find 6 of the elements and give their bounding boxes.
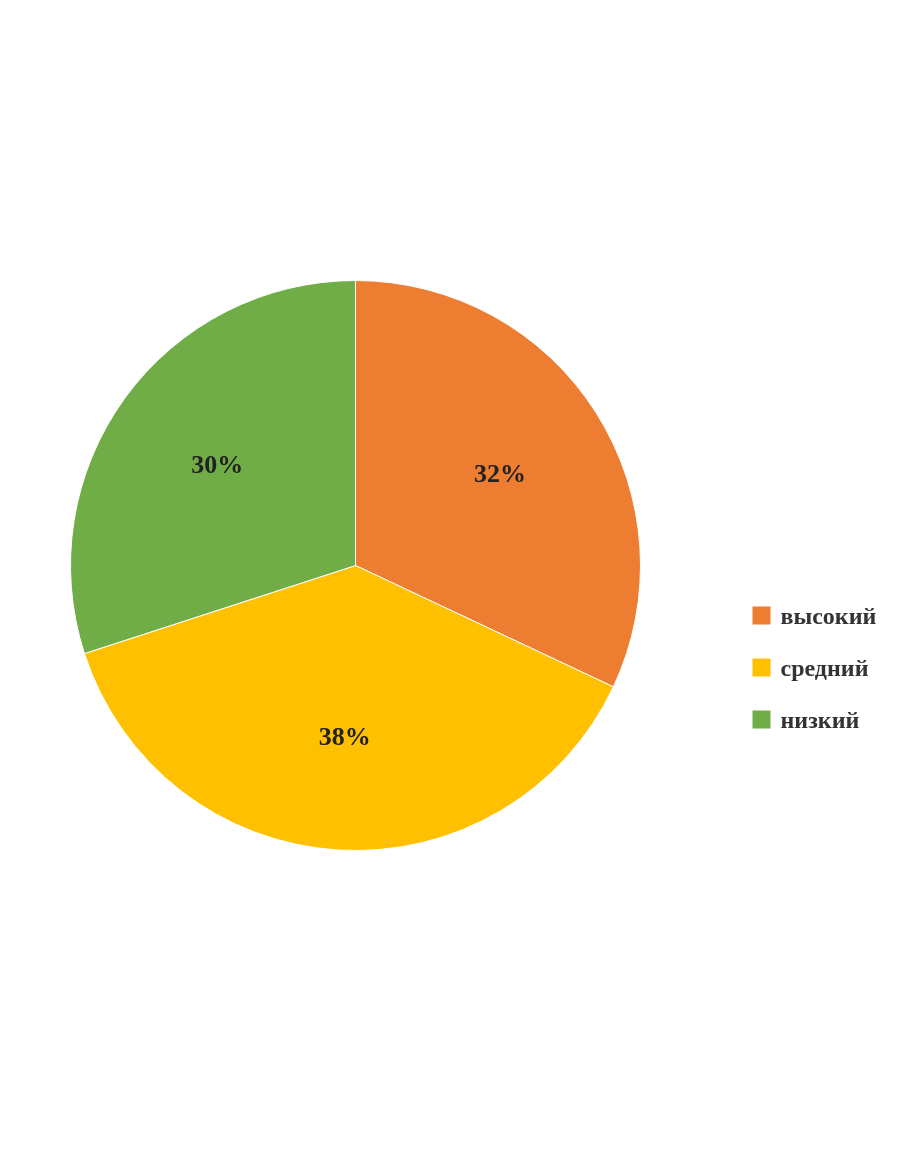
data-label: 38% (318, 721, 371, 751)
data-label: 30% (191, 450, 244, 480)
legend-label: высокий (780, 602, 877, 629)
legend-label: низкий (780, 706, 860, 733)
legend-label: средний (780, 654, 869, 681)
data-label: 32% (473, 459, 526, 489)
